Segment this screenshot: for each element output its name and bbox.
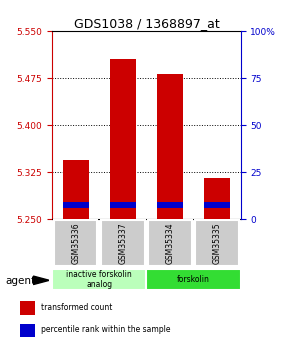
Bar <box>148 220 192 266</box>
Bar <box>110 201 136 208</box>
Text: GSM35336: GSM35336 <box>71 223 80 264</box>
Bar <box>20 301 35 315</box>
Text: GSM35335: GSM35335 <box>213 223 222 264</box>
Bar <box>157 74 183 219</box>
Bar <box>110 59 136 219</box>
Text: GSM35334: GSM35334 <box>166 223 175 264</box>
Text: GSM35337: GSM35337 <box>118 223 127 264</box>
Title: GDS1038 / 1368897_at: GDS1038 / 1368897_at <box>74 17 219 30</box>
Bar <box>20 324 35 337</box>
Bar <box>157 201 183 208</box>
Text: inactive forskolin
analog: inactive forskolin analog <box>66 270 132 289</box>
Text: forskolin: forskolin <box>177 275 210 284</box>
Text: transformed count: transformed count <box>41 303 113 312</box>
Bar <box>52 268 146 290</box>
Text: agent: agent <box>6 276 36 286</box>
Polygon shape <box>33 276 49 285</box>
Bar <box>204 178 230 219</box>
Bar <box>63 159 89 219</box>
Bar <box>63 201 89 208</box>
Text: percentile rank within the sample: percentile rank within the sample <box>41 325 171 334</box>
Bar <box>146 268 241 290</box>
Bar <box>54 220 97 266</box>
Bar <box>101 220 144 266</box>
Bar <box>204 201 230 208</box>
Bar <box>195 220 239 266</box>
